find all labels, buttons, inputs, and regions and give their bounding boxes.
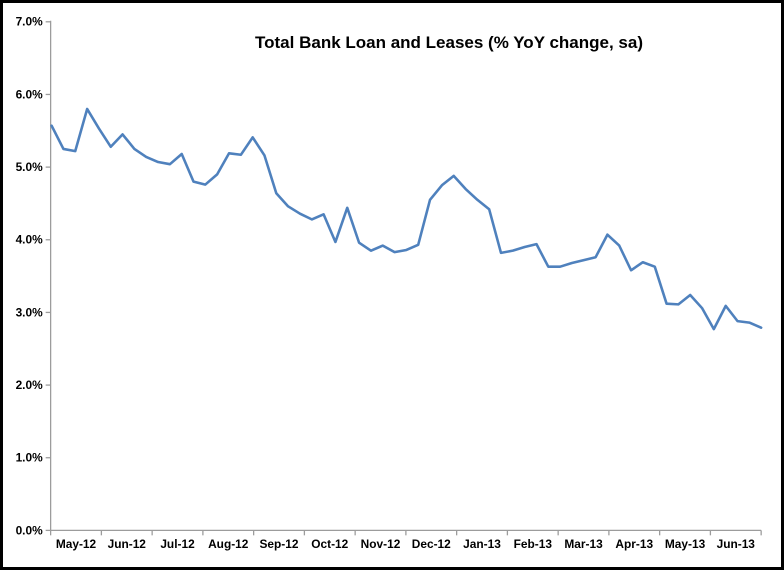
y-tick-label: 6.0% xyxy=(16,87,44,101)
data-series-line xyxy=(50,107,763,331)
chart-title: Total Bank Loan and Leases (% YoY change… xyxy=(255,33,643,52)
x-tick-label: Apr-13 xyxy=(615,537,653,551)
y-tick-label: 0.0% xyxy=(16,523,44,537)
x-tick-label: Oct-12 xyxy=(311,537,348,551)
x-tick-label: Jul-12 xyxy=(160,537,195,551)
x-tick-label: Nov-12 xyxy=(361,537,401,551)
y-tick-label: 2.0% xyxy=(16,378,44,392)
x-tick-label: Jan-13 xyxy=(463,537,501,551)
y-tick-label: 3.0% xyxy=(16,305,44,319)
x-tick-label: Jun-13 xyxy=(717,537,756,551)
y-tick-label: 4.0% xyxy=(16,233,44,247)
x-tick-label: Mar-13 xyxy=(564,537,603,551)
line-chart: 0.0% 1.0% 2.0% 3.0% 4.0% 5.0% 6.0% 7.0% May-12 Ju… xyxy=(16,15,763,551)
x-tick-label: Aug-12 xyxy=(208,537,249,551)
y-tick-label: 1.0% xyxy=(16,451,44,465)
x-tick-label: May-13 xyxy=(665,537,706,551)
x-tick-label: Feb-13 xyxy=(514,537,553,551)
x-tick-label: Dec-12 xyxy=(412,537,451,551)
x-tick-label: Jun-12 xyxy=(108,537,147,551)
x-tick-label: May-12 xyxy=(56,537,97,551)
y-tick-label: 5.0% xyxy=(16,160,44,174)
y-tick-label: 7.0% xyxy=(16,15,44,29)
x-tick-label: Sep-12 xyxy=(260,537,299,551)
